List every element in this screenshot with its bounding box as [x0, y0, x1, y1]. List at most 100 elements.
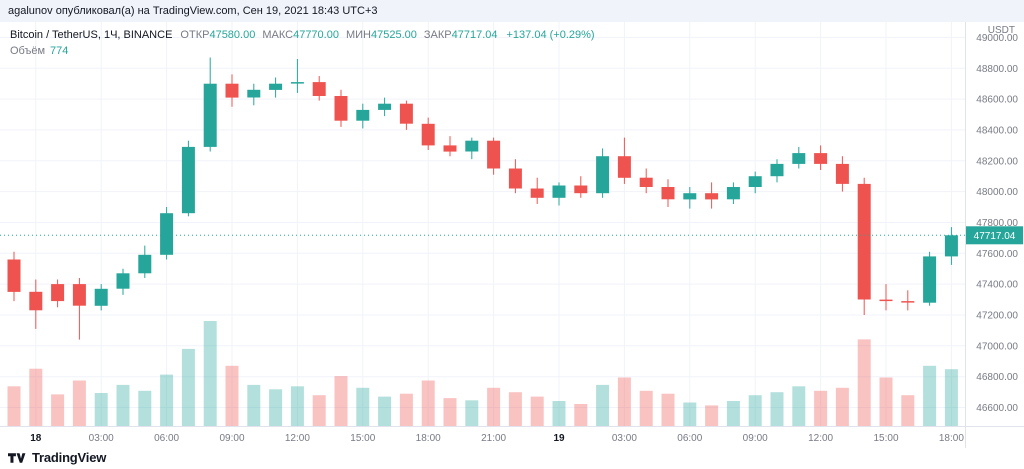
candle-body: [225, 83, 239, 98]
price-tick-label: 46600.00: [976, 403, 1018, 414]
volume-bar: [770, 392, 784, 426]
price-tick-label: 48800.00: [976, 64, 1018, 75]
candle-body: [247, 89, 261, 98]
volume-bar: [639, 390, 653, 426]
price-tick-label: 49000.00: [976, 33, 1018, 44]
close-value: 47717.04: [451, 29, 498, 41]
candle-body: [399, 103, 413, 124]
time-tick-label: 18: [30, 433, 42, 444]
close-field: ЗАКР 47717.04: [424, 29, 498, 41]
time-tick-label: 09:00: [743, 433, 768, 444]
candle-body: [334, 96, 348, 121]
low-label: МИН: [345, 29, 371, 41]
time-tick-label: 21:00: [481, 433, 506, 444]
candle-body: [312, 82, 326, 96]
legend-row-volume: Объём 774: [10, 43, 595, 59]
volume-bar: [661, 393, 675, 426]
currency-label[interactable]: USDT: [987, 25, 1015, 36]
candle-body: [51, 284, 65, 302]
time-tick-label: 12:00: [808, 433, 833, 444]
volume-bar: [225, 365, 239, 426]
last-price-badge: [966, 226, 1023, 245]
volume-bar: [574, 404, 588, 426]
volume-bar: [705, 405, 719, 426]
attribution-bar: agalunov опубликовал(а) на TradingView.c…: [0, 0, 1024, 22]
candle-body: [29, 291, 43, 311]
volume-bar: [378, 396, 392, 426]
volume-bar: [94, 393, 108, 426]
volume-bar: [203, 321, 217, 426]
volume-bar: [51, 394, 65, 426]
volume-bar: [835, 387, 849, 426]
candle-body: [857, 183, 871, 300]
candle-body: [748, 176, 762, 187]
time-tick-label: 15:00: [873, 433, 898, 444]
tradingview-logo-icon: [8, 452, 26, 463]
candle-body: [269, 83, 283, 90]
candle-body: [923, 256, 937, 303]
price-tick-label: 47000.00: [976, 341, 1018, 352]
low-value: 47525.00: [370, 29, 417, 41]
candle-body: [814, 153, 828, 164]
close-label: ЗАКР: [423, 29, 452, 41]
candle-body: [181, 146, 195, 214]
candle-body: [421, 123, 435, 146]
price-tick-label: 48400.00: [976, 125, 1018, 136]
price-tick-label: 46800.00: [976, 372, 1018, 383]
candle-body: [770, 163, 784, 177]
candle-body: [487, 140, 501, 169]
time-tick-label: 03:00: [612, 433, 637, 444]
candle-body: [879, 299, 893, 302]
last-price-badge-text: 47717.04: [974, 231, 1016, 242]
candle-body: [792, 153, 806, 164]
price-tick-label: 48200.00: [976, 156, 1018, 167]
candle-body: [356, 109, 370, 121]
volume-bar: [356, 387, 370, 426]
price-tick-label: 47400.00: [976, 280, 1018, 291]
candle-body: [683, 193, 697, 200]
legend-row-ohlc: Bitcoin / TetherUS, 1Ч, BINANCE ОТКР 4758…: [10, 27, 595, 43]
volume-bar: [443, 398, 457, 426]
volume-bar: [269, 389, 283, 426]
volume-bar: [312, 395, 326, 426]
brand-wordmark: TradingView: [32, 450, 107, 465]
price-tick-label: 47600.00: [976, 249, 1018, 260]
low-field: МИН 47525.00: [346, 29, 417, 41]
price-tick-label: 47800.00: [976, 218, 1018, 229]
volume-bar: [181, 348, 195, 426]
volume-bar: [487, 387, 501, 426]
candle-body: [160, 213, 174, 255]
time-tick-label: 09:00: [219, 433, 244, 444]
volume-bar: [857, 339, 871, 426]
volume-label: Объём: [10, 45, 46, 57]
candle-body: [726, 187, 740, 200]
price-tick-label: 48600.00: [976, 95, 1018, 106]
time-tick-label: 15:00: [350, 433, 375, 444]
candle-body: [944, 235, 958, 257]
volume-bar: [530, 396, 544, 426]
price-tick-label: 47200.00: [976, 311, 1018, 322]
candle-body: [617, 156, 631, 178]
time-tick-label: 18:00: [939, 433, 964, 444]
high-value: 47770.00: [293, 29, 339, 41]
volume-bar: [617, 377, 631, 426]
volume-bar: [72, 380, 86, 426]
candle-body: [7, 259, 21, 292]
volume-bar: [879, 377, 893, 426]
price-tick-label: 48000.00: [976, 187, 1018, 198]
time-tick-label: 06:00: [154, 433, 179, 444]
candle-body: [138, 254, 152, 274]
time-tick-label: 06:00: [677, 433, 702, 444]
candle-body: [116, 273, 130, 289]
symbol-title[interactable]: Bitcoin / TetherUS, 1Ч, BINANCE: [10, 29, 173, 41]
candle-body: [835, 163, 849, 184]
volume-bar: [923, 365, 937, 426]
symbol-legend: Bitcoin / TetherUS, 1Ч, BINANCE ОТКР 4758…: [10, 27, 595, 59]
volume-bar: [399, 393, 413, 426]
tradingview-logo[interactable]: TradingView: [8, 450, 106, 465]
candle-body: [72, 284, 86, 306]
candle-body: [378, 103, 392, 110]
volume-bar: [944, 369, 958, 426]
